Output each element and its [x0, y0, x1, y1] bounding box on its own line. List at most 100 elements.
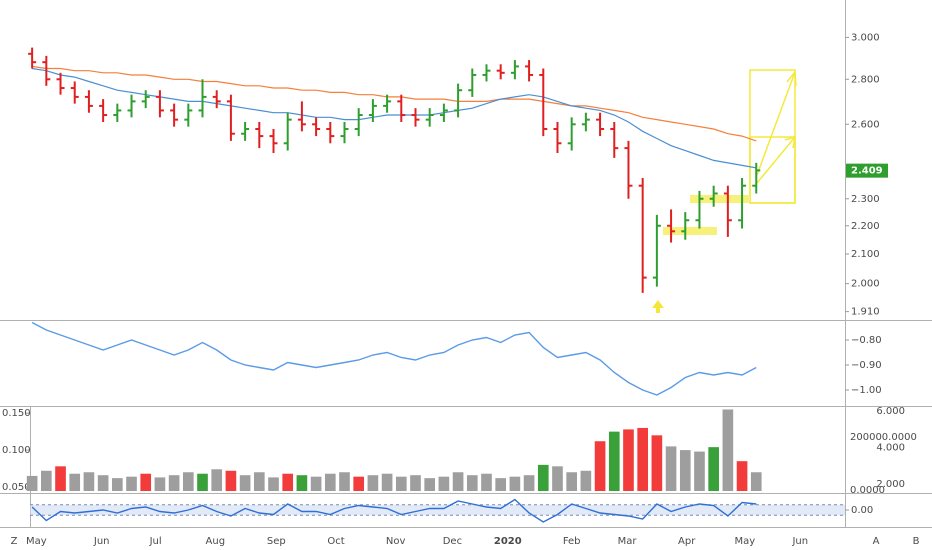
y-tick-label: −0.80 [851, 335, 882, 346]
volume-bar [324, 473, 336, 491]
y-tick-label: 2.300 [851, 194, 880, 205]
x-tick-label: May [26, 536, 47, 547]
y3-tick-label: 0.0000 [850, 485, 885, 496]
volume-bar [637, 427, 648, 491]
volume-bar [239, 475, 251, 491]
y-tick-label: 0.100 [2, 445, 31, 456]
volume-bar [452, 472, 464, 491]
volume-bar [594, 441, 606, 491]
x-tick-label: Sep [267, 536, 286, 547]
volume-bar [296, 475, 308, 491]
x-tick-label: Jun [93, 536, 110, 547]
volume-bar [55, 466, 66, 491]
volume-bar [537, 464, 549, 491]
x-tick-label: Feb [563, 536, 581, 547]
volume-bar [623, 429, 634, 491]
volume-bar [694, 451, 705, 491]
volume-bar [268, 477, 279, 491]
y2-tick-label: 4.000 [876, 442, 905, 453]
volume-bar [367, 475, 379, 491]
y-tick-label: 3.000 [851, 32, 880, 43]
band [30, 504, 845, 516]
volume-bar [552, 466, 563, 491]
corner-label: B [913, 536, 920, 547]
y-tick-label: 2.000 [851, 279, 880, 290]
volume-bar [154, 477, 166, 491]
last-price-label: 2.409 [851, 166, 883, 177]
volume-bar [580, 470, 592, 491]
highlight [690, 195, 750, 203]
corner-label: A [873, 536, 880, 547]
projection-box [749, 136, 796, 204]
volume-bar [26, 475, 38, 491]
y-tick-label: 0.150 [2, 408, 31, 419]
volume-bar [182, 472, 194, 491]
y-tick-label: 1.910 [851, 307, 880, 318]
volume-bar [353, 476, 365, 491]
x-tick-label: Nov [386, 536, 406, 547]
x-tick-label: Mar [618, 536, 638, 547]
volume-bar [339, 472, 350, 491]
y-tick-label: 2.100 [851, 249, 880, 260]
volume-bar [111, 478, 123, 491]
y-tick-label: 2.600 [851, 119, 880, 130]
y2-tick-label: 2.000 [876, 479, 905, 490]
volume-bar [381, 473, 393, 491]
volume-bar [126, 476, 137, 491]
volume-bar [83, 472, 95, 491]
x-tick-label: Aug [206, 536, 226, 547]
volume-bar [211, 469, 223, 491]
volume-bar [665, 446, 677, 491]
y3-tick-label: 200000.0000 [850, 432, 917, 443]
volume-bar [438, 476, 450, 491]
y-tick-label: 0.050 [2, 482, 31, 493]
volume-bar [466, 475, 478, 491]
x-tick-label: Apr [678, 536, 696, 547]
last-price-box [846, 163, 888, 178]
indicator-line [31, 498, 757, 523]
annotations [652, 69, 797, 313]
moving-average [32, 65, 757, 142]
volume-bar [722, 409, 734, 491]
corner-label: Z [11, 536, 18, 547]
volume-bar [225, 470, 237, 491]
x-tick-label: Jun [791, 536, 808, 547]
volume-bar [282, 473, 294, 491]
volume-bar [41, 470, 52, 491]
y-tick-label: −1.00 [851, 385, 882, 396]
volume-bar [410, 475, 421, 491]
volume-bar [310, 476, 322, 491]
projection-arrow [756, 71, 796, 176]
volume-bar [69, 473, 81, 491]
x-tick-label: May [735, 536, 756, 547]
volume-bar [168, 475, 180, 491]
y-tick-label: 2.200 [851, 221, 880, 232]
signal-arrow [652, 300, 664, 313]
volume-bar [566, 472, 578, 491]
y-tick-label: 2.800 [851, 74, 880, 85]
projection-arrow [756, 136, 796, 184]
volume-bar [509, 476, 521, 491]
y2-tick-label: 6.000 [876, 406, 905, 417]
volume-bar [736, 461, 748, 491]
volume-bar [253, 472, 265, 491]
highlight [663, 227, 717, 235]
volume-bar [495, 478, 507, 491]
panel-separators [0, 0, 932, 528]
volume-bar [708, 447, 719, 491]
volume-bar [97, 475, 109, 491]
y-tick-label: 0.00 [851, 505, 873, 516]
volume-bar [651, 435, 663, 491]
x-tick-label: Oct [327, 536, 344, 547]
volume-bar [140, 473, 152, 491]
volume-bar [424, 478, 436, 491]
volume-bar [750, 472, 762, 491]
volume-bar [608, 431, 620, 491]
indicator-line [31, 321, 757, 396]
volume-bar [679, 450, 691, 491]
volume-bar [197, 473, 208, 491]
x-tick-label: Jul [149, 536, 162, 547]
volume-bar [481, 473, 492, 491]
arrow-head [786, 70, 797, 87]
